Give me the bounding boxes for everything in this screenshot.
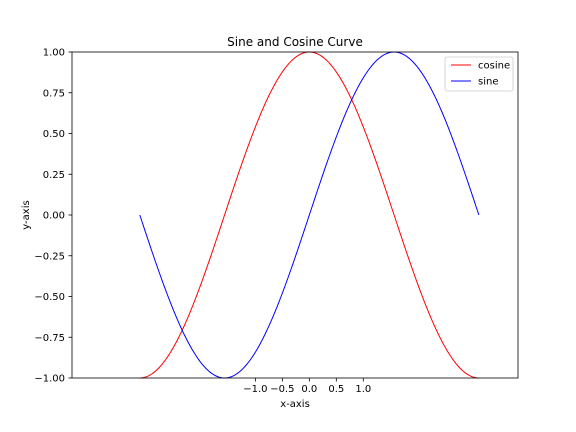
y-tick-label: 0.00	[43, 211, 65, 222]
y-tick-label: 1.00	[43, 48, 65, 59]
x-tick-label: 1.0	[355, 384, 371, 395]
y-tick-label: −1.00	[34, 374, 65, 385]
x-tick-label: −1.0	[243, 384, 267, 395]
x-tick-label: 0.0	[301, 384, 317, 395]
y-axis: −1.00 −0.75 −0.50 −0.25 0.00 0.25 0.50 0.75 1.00	[34, 48, 72, 385]
y-tick-label: −0.75	[34, 333, 65, 344]
series-line-sine	[139, 51, 480, 379]
legend-label-cosine: cosine	[478, 61, 510, 72]
x-tick-label: −0.5	[270, 384, 294, 395]
x-axis: −1.0 −0.5 0.0 0.5 1.0	[243, 378, 371, 395]
legend: cosine sine	[444, 56, 514, 92]
y-axis-label: y-axis	[21, 200, 32, 229]
legend-items: cosine sine	[451, 61, 510, 88]
legend-label-sine: sine	[478, 77, 498, 88]
y-tick-label: 0.25	[43, 170, 65, 181]
chart-title: Sine and Cosine Curve	[227, 35, 363, 49]
x-axis-label: x-axis	[280, 399, 310, 410]
y-tick-label: 0.75	[43, 88, 65, 99]
plot-area	[71, 51, 519, 379]
x-tick-label: 0.5	[328, 384, 344, 395]
plot-frame	[72, 52, 518, 378]
y-tick-label: 0.50	[43, 129, 65, 140]
y-tick-label: −0.25	[34, 251, 65, 262]
y-tick-label: −0.50	[34, 292, 65, 303]
